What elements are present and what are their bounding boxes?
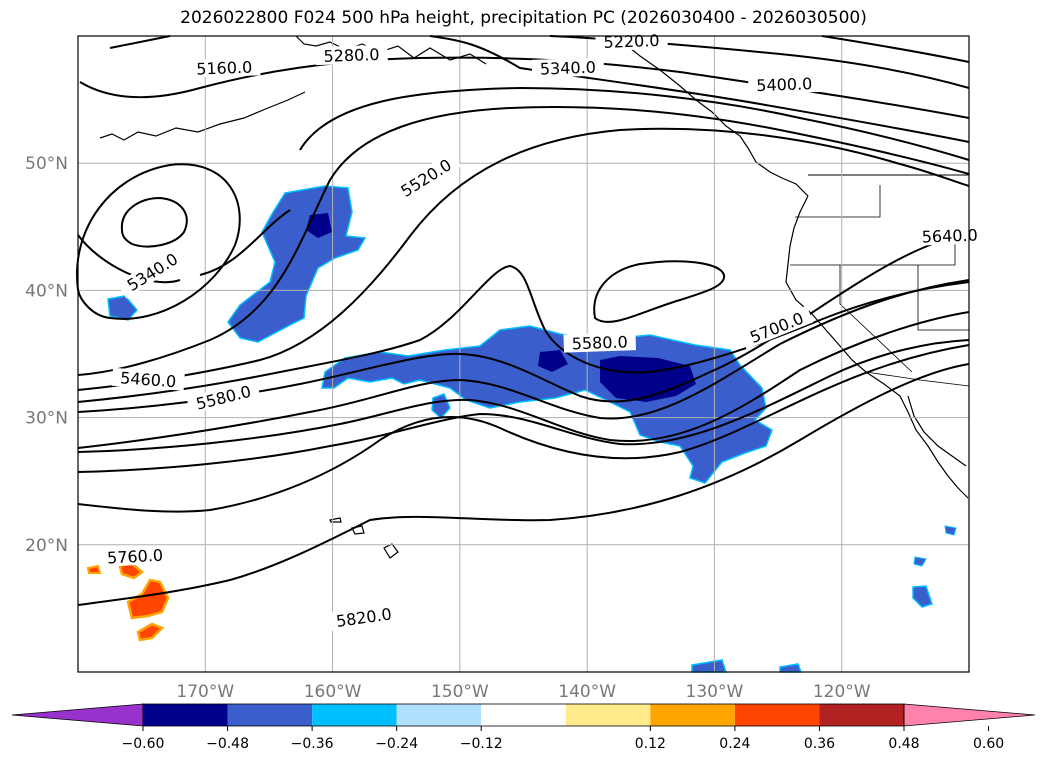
precip-strong-band-2	[538, 350, 568, 372]
contour-5580-low	[593, 260, 726, 323]
lon-tick-label: 170°W	[176, 682, 234, 702]
lat-tick-label: 40°N	[25, 281, 68, 301]
contour-label: 5340.0	[540, 58, 597, 79]
lon-tick-label: 130°W	[686, 682, 744, 702]
contour-5820-b	[77, 339, 970, 473]
coastline-west-coast	[785, 195, 969, 499]
coastline-baja-gulf	[907, 395, 967, 467]
contour-label: 5640.0	[921, 226, 978, 247]
chart-title: 2026022800 F024 500 hPa height, precipit…	[180, 8, 867, 28]
lon-tick-label: 150°W	[431, 682, 489, 702]
contour-label: 5220.0	[603, 31, 660, 52]
lon-tick-label: 160°W	[304, 682, 362, 702]
contour-label: 5760.0	[107, 546, 164, 568]
contour-5580	[77, 264, 970, 403]
colorbar-tick-label: 0.12	[635, 736, 666, 752]
contour-label-bg	[748, 73, 821, 95]
colorbar-segment	[481, 704, 566, 726]
contour-label-bg	[531, 57, 605, 78]
contour-label: 5280.0	[323, 45, 380, 66]
contour-label-bg	[98, 545, 172, 567]
colorbar-outline	[142, 703, 905, 727]
colorbar-tick-label: 0.48	[888, 736, 919, 752]
contour-5520	[77, 127, 970, 391]
contour-5700	[77, 279, 970, 449]
contour-5400	[299, 86, 970, 161]
contour-label: 5400.0	[756, 74, 813, 95]
border-us-mexico	[865, 371, 970, 387]
longitude-tick-labels: 170°W 160°W 150°W 140°W 130°W 120°W	[176, 682, 870, 702]
map-frame	[77, 35, 970, 673]
colorbar-segment	[650, 704, 735, 726]
contour-5820-a	[77, 363, 970, 606]
precip-negative-se3	[944, 525, 957, 536]
precip-positive-sw2	[136, 622, 165, 642]
border-ca-nv	[839, 265, 913, 373]
lat-tick-label: 30°N	[25, 409, 68, 429]
lon-tick-label: 120°W	[813, 682, 871, 702]
precip-positive-sw1	[126, 578, 170, 620]
colorbar-tick-label: −0.60	[122, 736, 165, 752]
contour-label-bg	[913, 225, 987, 246]
colorbar-tick-label: 0.36	[804, 736, 835, 752]
border-nv-az	[917, 265, 969, 331]
lat-tick-label: 20°N	[25, 536, 68, 556]
contour-5760-a	[77, 311, 970, 453]
contour-label-bg	[739, 305, 814, 350]
colorbar-tick-label: 0.60	[973, 736, 1004, 752]
island-hawaii	[383, 543, 399, 559]
colorbar-segment	[312, 704, 397, 726]
border-wa-or	[795, 185, 881, 218]
precip-negative-west	[107, 295, 138, 321]
lon-tick-label: 140°W	[558, 682, 616, 702]
contour-label-bg	[187, 57, 261, 78]
lat-tick-label: 50°N	[25, 154, 68, 174]
contour-label: 5460.0	[120, 368, 177, 391]
precip-positive-sw4	[86, 564, 102, 574]
contour-5340-top	[429, 35, 970, 143]
colorbar-tick-label: −0.24	[375, 736, 418, 752]
coastline-aleutians	[99, 91, 306, 141]
contour-label-bg	[315, 44, 388, 66]
height-contours	[76, 35, 970, 606]
island-hawaii-3	[329, 517, 342, 523]
colorbar-tick-label: −0.12	[460, 736, 503, 752]
latitude-tick-labels: 20°N 30°N 40°N 50°N	[25, 154, 68, 556]
contour-5460	[77, 105, 970, 376]
colorbar-extend-low	[11, 703, 144, 727]
border-or-ca	[790, 244, 956, 266]
contour-label-bg	[390, 150, 462, 205]
colorbar-segment	[143, 704, 228, 726]
colorbar-tick-label: 0.24	[719, 736, 750, 752]
contour-5760-b	[77, 344, 970, 513]
colorbar-segment	[227, 704, 313, 726]
colorbar-segment	[565, 704, 651, 726]
contour-5280-ring	[120, 196, 188, 248]
contour-label-bg	[116, 245, 188, 299]
colorbar-extend-high	[903, 703, 1036, 727]
precip-negative-se2	[913, 556, 927, 567]
contour-label-bg	[326, 603, 401, 632]
colorbar-segment	[734, 704, 820, 726]
contour-label-bg	[186, 379, 261, 415]
contour-5160	[821, 35, 970, 63]
contour-5340-lower	[77, 209, 291, 284]
colorbar-segment	[396, 704, 482, 726]
colorbar-tick-label: −0.36	[291, 736, 334, 752]
contour-5340-ring	[76, 163, 241, 320]
colorbar: −0.60 −0.48 −0.36 −0.24 −0.12 0.12 0.24 0.36 0.4…	[11, 703, 1036, 752]
colorbar-segment	[819, 704, 904, 726]
contour-5640	[77, 231, 970, 413]
contour-label-bg	[111, 367, 185, 391]
map-area: 5160.05220.05280.05340.05400.05520.05340…	[76, 30, 987, 673]
precip-negative-se1	[912, 585, 933, 608]
contour-label: 5160.0	[196, 58, 253, 79]
colorbar-tick-label: −0.48	[206, 736, 249, 752]
contour-label: 5580.0	[571, 332, 628, 353]
contour-label-bg	[563, 332, 637, 353]
